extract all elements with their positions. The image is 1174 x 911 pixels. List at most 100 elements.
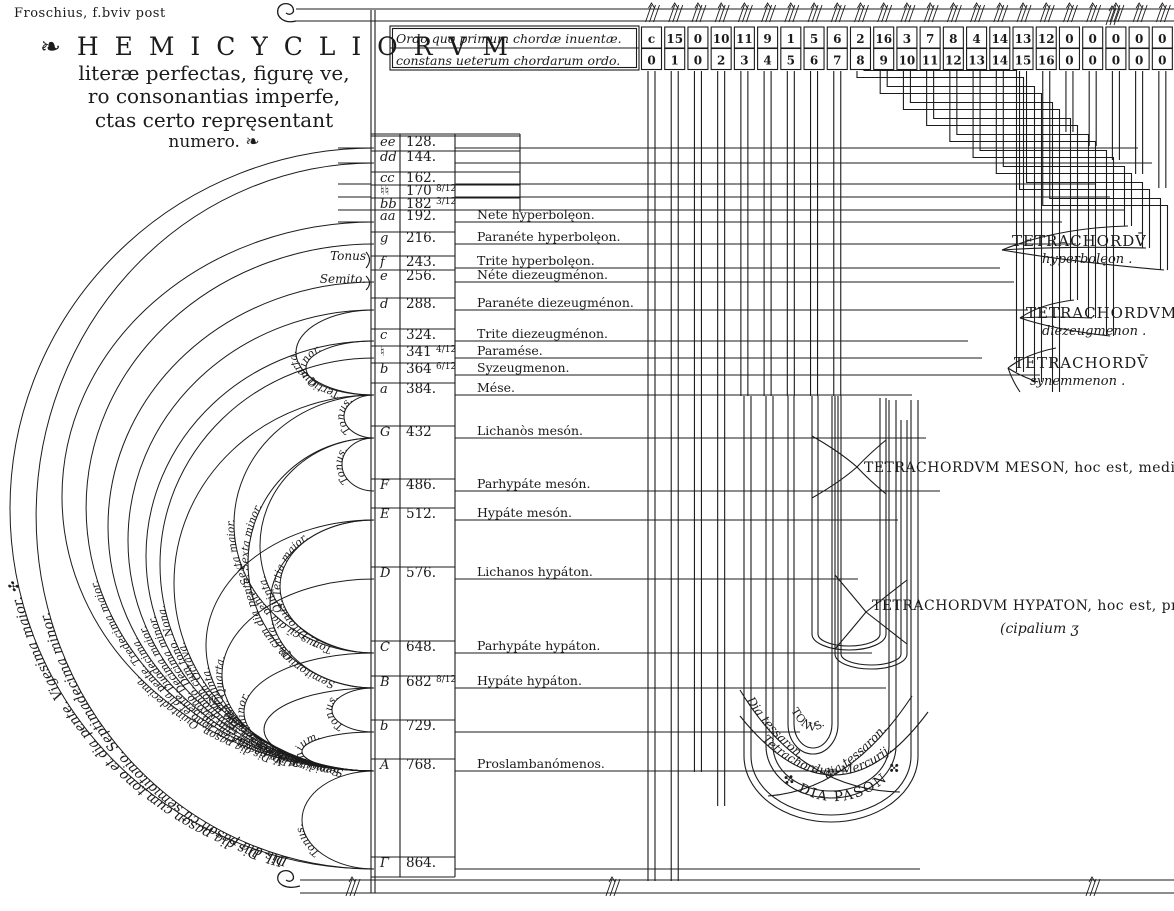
header-row2-cell: 13: [968, 54, 985, 68]
strings: [647, 69, 1169, 881]
header-row1-cell: 15: [666, 32, 683, 46]
note-number: 341: [406, 344, 432, 360]
header-row1-cell: 0: [1065, 32, 1073, 46]
header-row2-cell: 16: [1038, 54, 1055, 68]
header-row1-cell: 9: [763, 32, 771, 46]
hemicycle-label: Tonus.: [333, 444, 351, 487]
header-row2-cell: 6: [810, 54, 818, 68]
hemicycle-label: Tonus.: [323, 691, 346, 733]
tetrachord-hypaton-label: TETRACHORDVM HYPATON, hoc est, prin,: [872, 598, 1174, 614]
header-row2-cell: 8: [856, 54, 864, 68]
header-row1-cell: 16: [875, 32, 892, 46]
header-row2-cell: 3: [740, 54, 748, 68]
note-name: Syzeugmenon.: [477, 360, 570, 375]
tuning-pegs: [645, 2, 1171, 23]
title-line-2: literæ perfectas, figurę ve,: [78, 60, 350, 85]
header-row2-cell: 11: [922, 54, 939, 68]
header-row1-cell: 1: [787, 32, 795, 46]
note-letter: ee: [380, 135, 396, 150]
header-row1-cell: 7: [926, 32, 934, 46]
hemicycles: III. Dis dia pason cum tono et dia pente…: [5, 147, 375, 870]
tetrachord-meson-label: TETRACHORDVM MESON, hoc est, mediarū: [864, 460, 1174, 476]
note-fraction: 8/12: [436, 184, 456, 194]
title-line-5: numero. ❧: [168, 132, 260, 153]
note-number: 576.: [406, 565, 436, 581]
note-name: Nete hyperbolęon.: [477, 207, 595, 222]
note-letter: b: [380, 362, 388, 377]
header-row2-cell: 0: [1089, 54, 1097, 68]
note-letter: bb: [380, 197, 397, 212]
note-name: Mése.: [477, 380, 515, 395]
note-number: 729.: [406, 718, 436, 734]
caption: Froschius, f.bviv post: [14, 6, 166, 21]
header-row1-cell: 4: [972, 32, 980, 46]
header-row1-label: Ordo quo primum chordæ inuentæ.: [396, 31, 622, 46]
note-name: Trite diezeugménon.: [477, 326, 608, 341]
tonus-brace-label: Tonus: [330, 249, 366, 263]
note-number: 864.: [406, 855, 436, 871]
note-name: Proslambanómenos.: [477, 756, 605, 771]
note-number: 243.: [406, 254, 436, 270]
header-row1-cell: 6: [833, 32, 841, 46]
note-letter: g: [380, 231, 388, 246]
header-row2-cell: 1: [671, 54, 679, 68]
header-row1-cell: 3: [903, 32, 911, 46]
frame: [277, 2, 1174, 897]
note-name: Trite hyperbolęon.: [477, 253, 595, 268]
note-number: 256.: [406, 268, 436, 284]
note-letter: e: [380, 269, 388, 284]
note-name: Paranéte hyperbolęon.: [477, 229, 621, 244]
note-letter: F: [379, 478, 390, 493]
note-letter: ♮: [380, 345, 385, 360]
header-row2-cell: 0: [694, 54, 702, 68]
header-row1-cell: 0: [1112, 32, 1120, 46]
hemicycle-label: Tonus.: [335, 394, 355, 437]
note-letter: f: [379, 255, 387, 270]
note-name: Paranéte diezeugménon.: [477, 295, 634, 310]
header-row1-cell: 0: [1135, 32, 1143, 46]
note-number: 768.: [406, 757, 436, 773]
header-row2-cell: 0: [1135, 54, 1143, 68]
header-row1-cell: 0: [1158, 32, 1166, 46]
note-letter: ♮♮: [380, 184, 389, 199]
note-number: 170: [406, 183, 432, 199]
note-fraction: 4/12: [436, 345, 456, 355]
note-number: 288.: [406, 296, 436, 312]
header-row1-cell: 14: [991, 32, 1008, 46]
note-number: 682: [406, 674, 432, 690]
header-row2-cell: 2: [717, 54, 725, 68]
note-letter: C: [380, 640, 390, 655]
header-row2-cell: 10: [899, 54, 916, 68]
header-row2-cell: 7: [833, 54, 841, 68]
note-name: Lichanos hypáton.: [477, 564, 593, 579]
note-number: 648.: [406, 639, 436, 655]
note-number: 216.: [406, 230, 436, 246]
svg-text:diezeugmenon .: diezeugmenon .: [1042, 324, 1146, 339]
note-name: Parhypáte mesón.: [477, 476, 590, 491]
note-name: Lichanòs mesón.: [477, 423, 583, 438]
note-letter: c: [380, 328, 388, 343]
header-row2-cell: 0: [1158, 54, 1166, 68]
note-number: 162.: [406, 170, 436, 186]
note-name: Hypáte mesón.: [477, 505, 572, 520]
note-number: 364: [406, 361, 432, 377]
note-number: 324.: [406, 327, 436, 343]
tetrachord-diezeugmenon-label: TETRACHORDVM: [1026, 304, 1174, 322]
note-number: 384.: [406, 381, 436, 397]
header-table: Ordo quo primum chordæ inuentæ. constans …: [389, 25, 1173, 71]
header-row1-cell: 10: [713, 32, 730, 46]
bottom-arcs: Dia tessaron.dia tessaron.Tetrachordum M…: [739, 689, 929, 805]
note-letter: dd: [380, 150, 397, 165]
header-row2-cell: 15: [1015, 54, 1032, 68]
header-row2-cell: 0: [647, 54, 655, 68]
note-number: 512.: [406, 506, 436, 522]
header-row2-cell: 12: [945, 54, 962, 68]
header-row1-cell: c: [648, 32, 655, 46]
header-row2-label: constans ueterum chordarum ordo.: [396, 53, 620, 68]
note-fraction: 3/12: [436, 197, 456, 207]
header-row2-cell: 5: [787, 54, 795, 68]
note-letter: aa: [380, 209, 396, 224]
header-row2-cell: 4: [763, 54, 771, 68]
note-name: Paramése.: [477, 343, 543, 358]
